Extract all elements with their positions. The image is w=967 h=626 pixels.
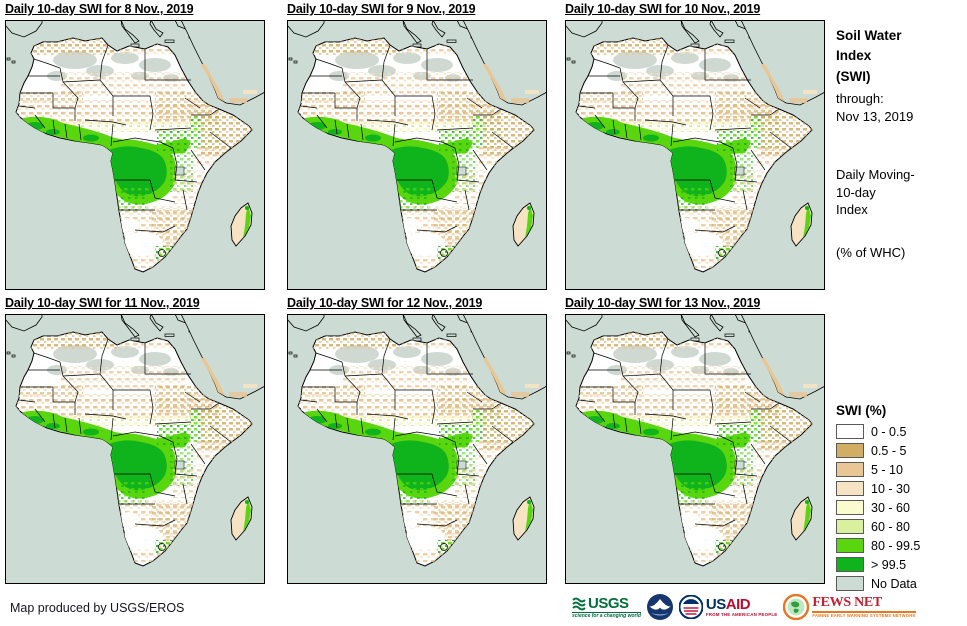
fewsnet-tagline: FAMINE EARLY WARNING SYSTEMS NETWORK [812,612,916,618]
usaid-seal-icon [678,595,703,619]
legend-swatch [836,576,864,591]
swi-heading: Soil Water Index (SWI) [836,28,902,84]
map-panel-6: Daily 10-day SWI for 13 Nov., 2019 [565,296,827,584]
usgs-logo: USGS science for a changing world [572,595,641,619]
units-label: (% of WHC) [836,245,906,260]
usaid-tagline: FROM THE AMERICAN PEOPLE [705,611,778,617]
noaa-logo-icon [646,594,673,620]
usaid-logo: USAID FROM THE AMERICAN PEOPLE [678,595,778,619]
fewsnet-name: FEWS NET [812,594,882,610]
legend-swatch [836,462,864,477]
usgs-tagline: science for a changing world [572,612,641,619]
usgs-name: USGS [588,595,629,612]
legend-swatch [836,519,864,534]
africa-swi-map [287,20,547,290]
africa-swi-map [287,314,547,584]
fewsnet-globe-icon [783,594,810,620]
legend-item: > 99.5 [836,557,966,572]
legend-item: 5 - 10 [836,462,966,477]
legend-label: 60 - 80 [871,519,910,534]
legend-label: 5 - 10 [871,462,903,477]
legend-label: 0 - 0.5 [871,424,907,439]
legend-label: > 99.5 [871,557,907,572]
legend-swatch [836,538,864,553]
africa-swi-map [565,20,825,290]
through-date: through: Nov 13, 2019 [836,91,914,124]
africa-swi-map [5,20,265,290]
agency-logos: USGS science for a changing world USAID … [572,590,916,624]
map-panel-4: Daily 10-day SWI for 11 Nov., 2019 [5,296,267,584]
legend-item: 10 - 30 [836,481,966,496]
legend-label: 30 - 60 [871,500,910,515]
legend-label: 80 - 99.5 [871,538,921,553]
legend-swatch [836,443,864,458]
legend-swatch [836,424,864,439]
usgs-wave-icon [572,597,586,611]
map-title: Daily 10-day SWI for 13 Nov., 2019 [565,296,761,310]
legend-item: 0.5 - 5 [836,443,966,458]
legend-item: 30 - 60 [836,500,966,515]
legend-item: 80 - 99.5 [836,538,966,553]
africa-swi-map [565,314,825,584]
info-sidebar: Soil Water Index (SWI) through: Nov 13, … [836,26,964,260]
legend-item: 60 - 80 [836,519,966,534]
fewsnet-rule [812,610,916,613]
legend-item: 0 - 0.5 [836,424,966,439]
map-title: Daily 10-day SWI for 8 Nov., 2019 [5,2,194,16]
map-credit: Map produced by USGS/EROS [10,601,185,615]
map-title: Daily 10-day SWI for 11 Nov., 2019 [5,296,200,310]
map-title: Daily 10-day SWI for 12 Nov., 2019 [287,296,483,310]
legend-label: 10 - 30 [871,481,910,496]
legend-swatch [836,500,864,515]
legend-label: 0.5 - 5 [871,443,907,458]
map-panel-2: Daily 10-day SWI for 9 Nov., 2019 [287,2,549,290]
fewsnet-logo: FEWS NET FAMINE EARLY WARNING SYSTEMS NE… [783,594,916,620]
index-type: Daily Moving- 10-day Index [836,167,915,218]
swi-legend: SWI (%) 0 - 0.5 0.5 - 5 5 - 10 10 - 30 3… [836,403,966,595]
map-title: Daily 10-day SWI for 9 Nov., 2019 [287,2,476,16]
map-title: Daily 10-day SWI for 10 Nov., 2019 [565,2,761,16]
usaid-name: USAID [705,595,751,613]
map-panel-3: Daily 10-day SWI for 10 Nov., 2019 [565,2,827,290]
legend-item: No Data [836,576,966,591]
africa-swi-map [5,314,265,584]
legend-label: No Data [871,576,917,591]
map-panel-1: Daily 10-day SWI for 8 Nov., 2019 [5,2,267,290]
legend-swatch [836,557,864,572]
legend-title: SWI (%) [836,403,887,418]
legend-swatch [836,481,864,496]
map-panel-5: Daily 10-day SWI for 12 Nov., 2019 [287,296,549,584]
